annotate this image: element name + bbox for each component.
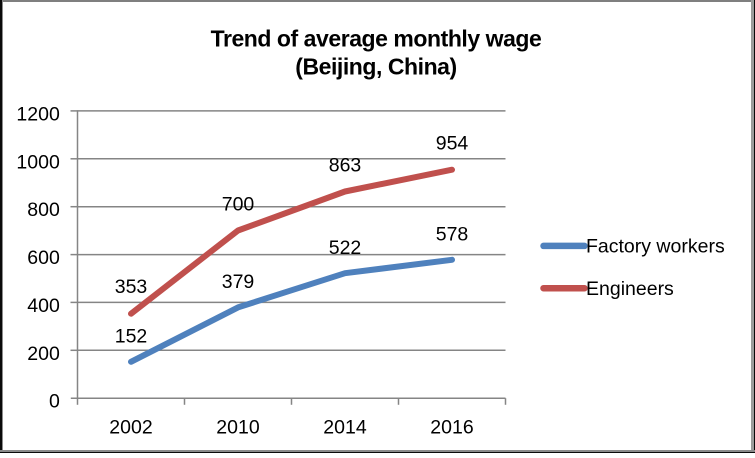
svg-text:0: 0	[49, 391, 60, 413]
svg-text:2016: 2016	[430, 416, 473, 438]
svg-text:(Beijing, China): (Beijing, China)	[295, 53, 456, 79]
svg-text:800: 800	[27, 199, 60, 221]
svg-text:353: 353	[115, 276, 148, 298]
svg-text:1200: 1200	[16, 103, 60, 125]
svg-text:863: 863	[329, 154, 362, 176]
svg-text:600: 600	[27, 247, 60, 269]
svg-text:578: 578	[436, 224, 469, 246]
svg-text:Factory workers: Factory workers	[586, 236, 725, 258]
svg-text:400: 400	[27, 295, 60, 317]
svg-text:700: 700	[222, 193, 255, 215]
svg-text:Trend of average monthly wage: Trend of average monthly wage	[211, 26, 542, 52]
svg-text:200: 200	[27, 343, 60, 365]
svg-text:2010: 2010	[216, 416, 260, 438]
svg-text:Engineers: Engineers	[586, 278, 674, 300]
svg-text:152: 152	[115, 325, 148, 347]
svg-text:1000: 1000	[16, 151, 60, 173]
svg-text:954: 954	[436, 133, 469, 155]
svg-text:522: 522	[329, 237, 362, 259]
svg-text:2014: 2014	[323, 416, 367, 438]
svg-text:2002: 2002	[109, 416, 152, 438]
svg-text:379: 379	[222, 271, 255, 293]
